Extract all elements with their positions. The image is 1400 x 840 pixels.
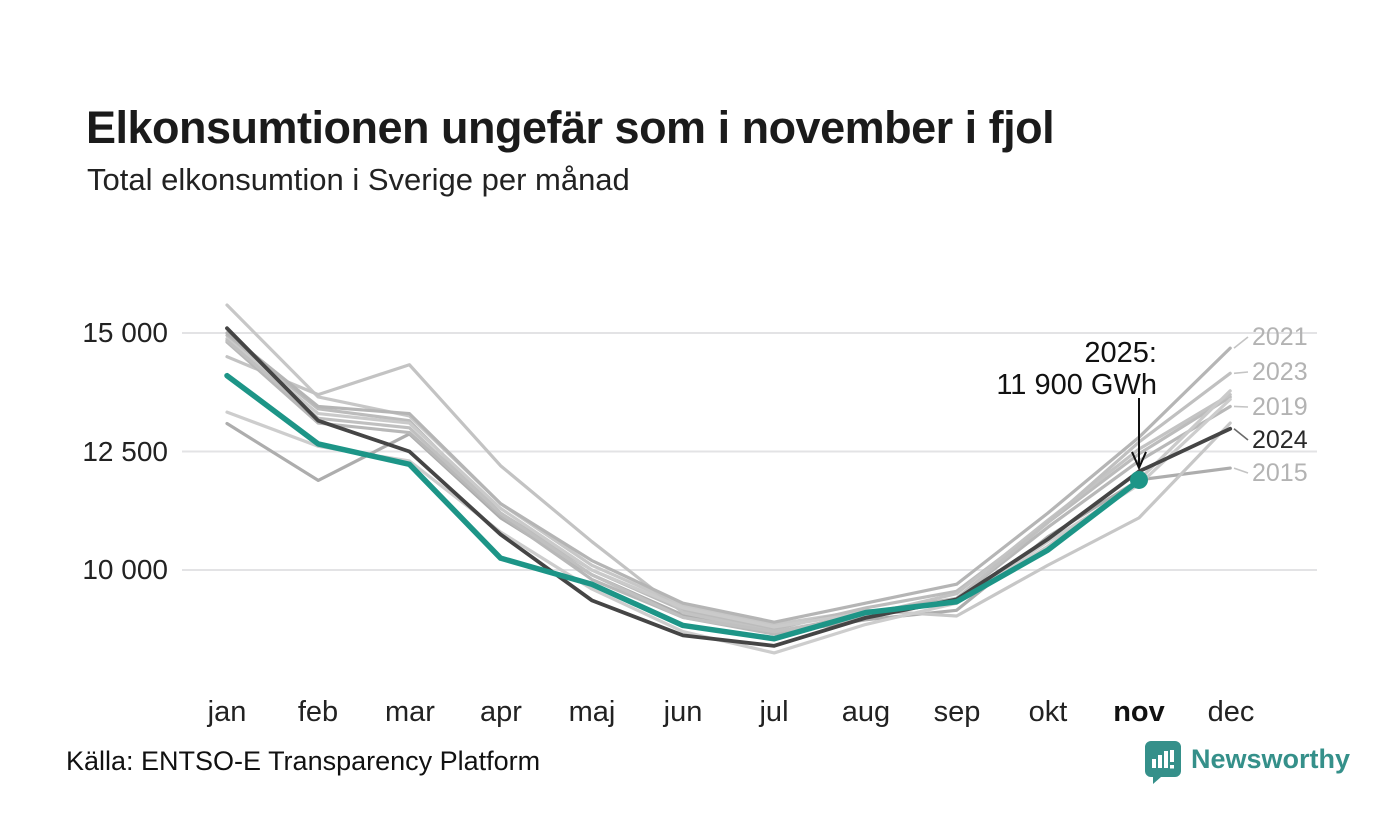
source-text: Källa: ENTSO-E Transparency Platform — [66, 746, 541, 776]
x-tick-mar: mar — [385, 696, 435, 728]
x-tick-sep: sep — [933, 696, 981, 728]
x-tick-nov: nov — [1113, 696, 1165, 728]
line-label-2019: 2019 — [1252, 393, 1308, 421]
line-label-2021: 2021 — [1252, 323, 1308, 351]
x-tick-okt: okt — [1028, 696, 1068, 728]
data-point-2025-nov — [1130, 470, 1148, 489]
annotation-arrowhead — [1131, 451, 1147, 471]
line-label-2024: 2024 — [1252, 426, 1308, 454]
page-subtitle: Total elkonsumtion i Sverige per månad — [87, 162, 630, 197]
x-tick-dec: dec — [1207, 696, 1255, 728]
series-line-2024 — [225, 326, 1233, 648]
annotation-line1: 2025: — [1084, 337, 1157, 369]
label-leader-2019 — [1233, 405, 1249, 408]
x-tick-aug: aug — [841, 696, 891, 728]
x-tick-maj: maj — [568, 696, 616, 728]
series-line-2025 — [224, 372, 1142, 642]
x-tick-apr: apr — [480, 696, 522, 728]
x-tick-jul: jul — [759, 696, 789, 728]
newsworthy-logo[interactable]: Newsworthy — [1144, 740, 1350, 784]
chart-bubble-icon — [1144, 740, 1182, 784]
line-label-2015: 2015 — [1252, 459, 1308, 487]
label-leader-2023 — [1233, 371, 1249, 375]
y-tick-12500: 12 500 — [82, 436, 168, 467]
annotation-2025: 2025: 11 900 GWh — [897, 337, 1157, 401]
y-tick-10000: 10 000 — [82, 554, 168, 585]
y-tick-15000: 15 000 — [82, 317, 168, 348]
page-title: Elkonsumtionen ungefär som i november i … — [86, 102, 1055, 154]
line-label-2023: 2023 — [1252, 358, 1308, 386]
label-leader-2015 — [1233, 467, 1249, 474]
series-line-2023 — [225, 338, 1232, 634]
x-tick-jun: jun — [663, 696, 703, 728]
annotation-line2: 11 900 GWh — [996, 369, 1157, 401]
series-line-2021 — [225, 331, 1232, 624]
label-leader-2021 — [1233, 336, 1249, 349]
brand-wordmark: Newsworthy — [1191, 744, 1351, 774]
x-tick-feb: feb — [297, 696, 339, 728]
label-leader-2024 — [1233, 428, 1249, 441]
x-tick-jan: jan — [207, 696, 247, 728]
